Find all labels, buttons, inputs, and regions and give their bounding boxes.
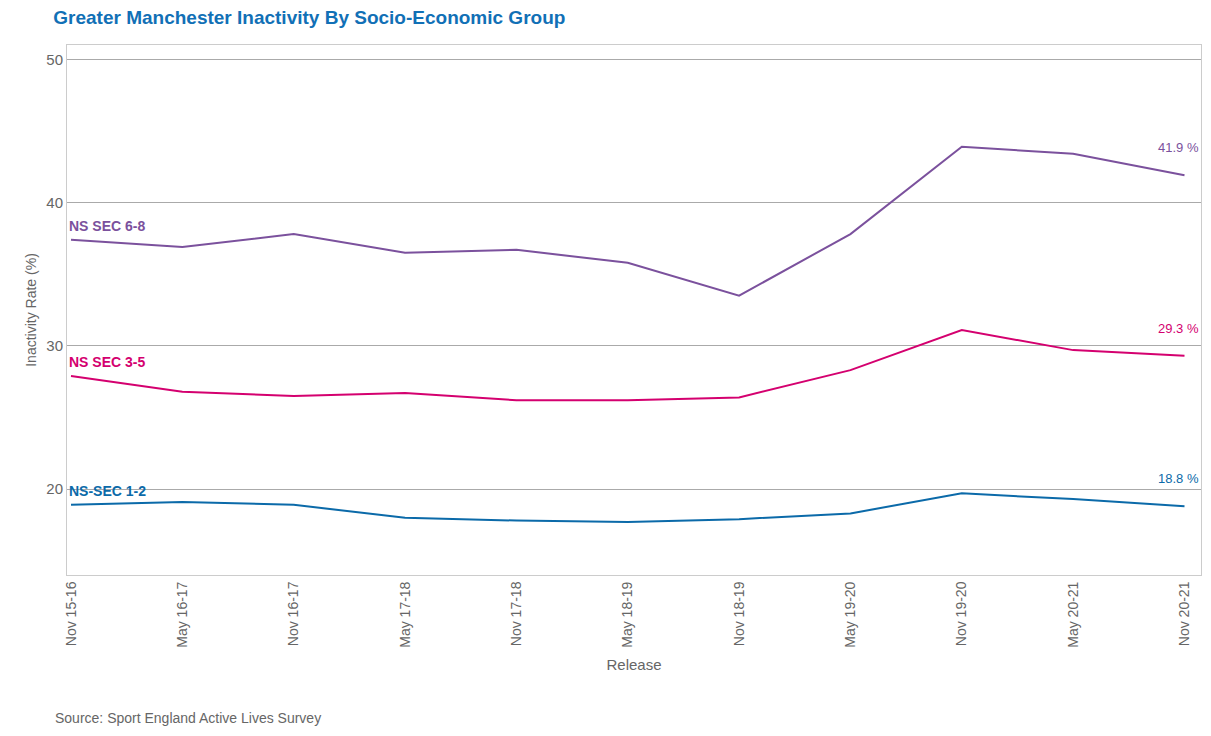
svg-text:May 20-21: May 20-21 [1065, 581, 1081, 647]
svg-text:NS SEC 3-5: NS SEC 3-5 [69, 354, 145, 370]
svg-text:Nov 15-16: Nov 15-16 [63, 581, 79, 646]
svg-text:May 18-19: May 18-19 [619, 581, 635, 647]
svg-text:May 17-18: May 17-18 [397, 581, 413, 647]
svg-text:50: 50 [46, 51, 63, 68]
svg-text:30: 30 [46, 337, 63, 354]
svg-text:Nov 20-21: Nov 20-21 [1176, 581, 1192, 646]
svg-text:NS-SEC 1-2: NS-SEC 1-2 [69, 483, 146, 499]
svg-text:18.8 %: 18.8 % [1158, 471, 1199, 486]
svg-text:41.9 %: 41.9 % [1158, 140, 1199, 155]
svg-text:Nov 16-17: Nov 16-17 [285, 581, 301, 646]
svg-text:Source: Sport England Active L: Source: Sport England Active Lives Surve… [55, 710, 321, 726]
svg-text:Nov 17-18: Nov 17-18 [508, 581, 524, 646]
svg-text:May 19-20: May 19-20 [842, 581, 858, 647]
svg-text:20: 20 [46, 480, 63, 497]
svg-text:May 16-17: May 16-17 [174, 581, 190, 647]
svg-text:Nov 18-19: Nov 18-19 [731, 581, 747, 646]
svg-text:Release: Release [606, 656, 661, 673]
svg-text:40: 40 [46, 194, 63, 211]
svg-text:NS SEC 6-8: NS SEC 6-8 [69, 218, 145, 234]
svg-text:Nov 19-20: Nov 19-20 [953, 581, 969, 646]
svg-text:Inactivity Rate (%): Inactivity Rate (%) [23, 253, 39, 367]
svg-text:Greater Manchester Inactivity: Greater Manchester Inactivity By Socio-E… [53, 7, 565, 28]
svg-text:29.3 %: 29.3 % [1158, 321, 1199, 336]
